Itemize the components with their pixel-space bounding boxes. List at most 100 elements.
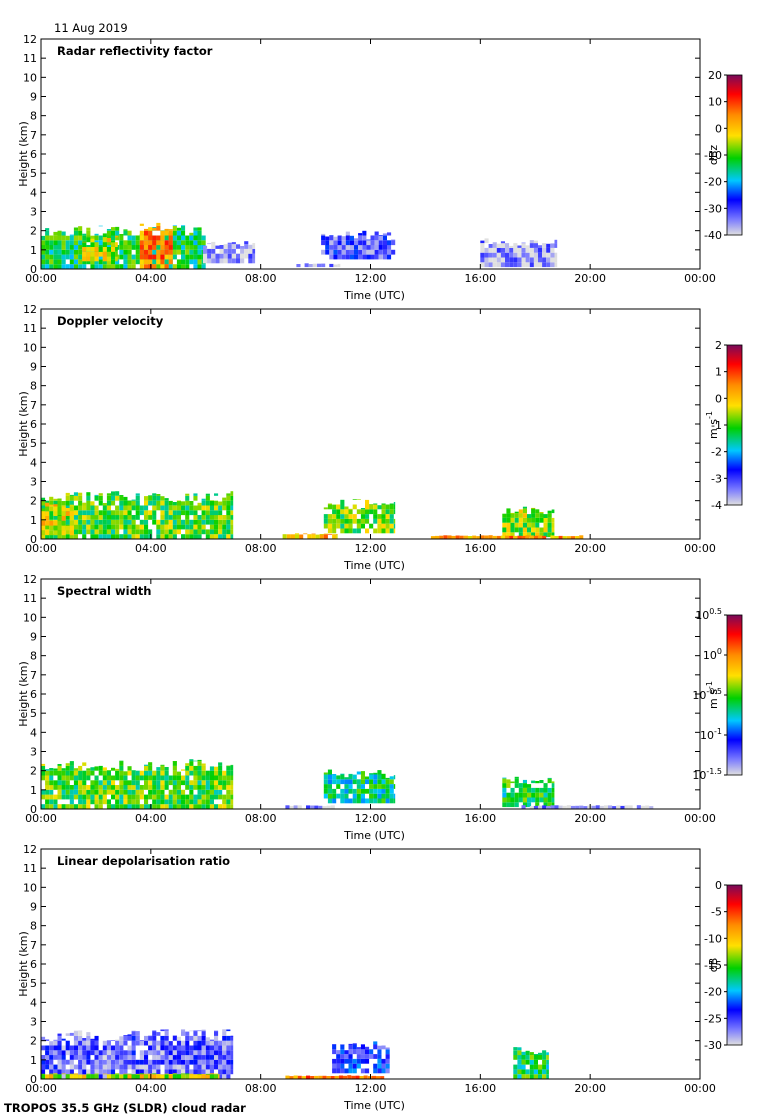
colorbar-tick-label: -10: [704, 149, 722, 162]
data-cell: [332, 528, 337, 534]
data-cell: [115, 789, 120, 795]
x-tick-label: 00:00: [684, 1082, 716, 1095]
data-cell: [209, 794, 214, 800]
data-cell: [214, 1035, 219, 1041]
data-cell: [164, 505, 169, 511]
data-cell: [185, 785, 190, 790]
data-cell: [514, 776, 519, 779]
data-cell: [144, 1050, 149, 1056]
data-cell: [65, 254, 70, 260]
data-cell: [509, 535, 514, 539]
data-cell: [513, 535, 518, 539]
data-cell: [86, 1045, 91, 1051]
data-cell: [69, 1045, 74, 1051]
data-cell: [535, 517, 540, 523]
y-tick-label: 11: [23, 862, 37, 875]
data-cell: [98, 254, 103, 260]
data-cell: [209, 1040, 214, 1046]
data-cell: [365, 514, 370, 519]
data-cell: [102, 1064, 107, 1070]
data-cell: [41, 763, 46, 766]
data-cell: [550, 252, 555, 258]
data-cell: [148, 510, 153, 516]
data-cell: [505, 257, 510, 263]
data-cell: [366, 245, 371, 250]
data-cell: [69, 240, 74, 246]
data-cell: [90, 264, 95, 269]
data-cell: [214, 493, 219, 496]
data-cell: [323, 523, 328, 529]
data-cell: [513, 252, 518, 258]
data-cell: [285, 805, 290, 809]
data-cell: [332, 1058, 337, 1064]
data-cell: [115, 505, 120, 511]
data-cell: [82, 256, 87, 262]
data-cell: [374, 249, 379, 255]
data-cell: [311, 533, 316, 535]
data-cell: [226, 510, 231, 516]
data-cell: [543, 797, 548, 803]
data-cell: [78, 505, 83, 511]
data-cell: [90, 1069, 95, 1075]
data-region: [480, 238, 558, 268]
data-cell: [94, 1035, 99, 1041]
y-tick-label: 11: [23, 52, 37, 65]
data-cell: [45, 789, 50, 795]
data-cell: [90, 247, 95, 252]
y-tick-label: 5: [30, 977, 37, 990]
data-cell: [193, 785, 198, 790]
data-cell: [148, 1045, 153, 1051]
data-cell: [205, 1074, 210, 1079]
data-cell: [131, 259, 136, 265]
data-cell: [172, 794, 177, 800]
data-cell: [575, 536, 580, 539]
data-cell: [144, 1073, 149, 1075]
data-cell: [531, 527, 536, 533]
data-cell: [181, 254, 186, 260]
data-cell: [61, 1069, 66, 1075]
data-cell: [332, 1068, 337, 1074]
data-cell: [45, 1055, 50, 1060]
data-cell: [391, 240, 396, 246]
data-cell: [127, 1045, 132, 1051]
data-cell: [367, 1076, 372, 1079]
data-cell: [306, 1075, 311, 1079]
data-cell: [205, 1050, 210, 1056]
data-cell: [90, 799, 95, 805]
data-cell: [156, 789, 161, 795]
data-cell: [205, 1059, 210, 1065]
data-cell: [332, 518, 337, 524]
data-cell: [69, 494, 74, 496]
data-cell: [566, 805, 571, 809]
data-cell: [41, 235, 46, 241]
data-cell: [352, 528, 357, 534]
data-cell: [57, 254, 62, 260]
data-cell: [543, 787, 548, 793]
data-cell: [139, 230, 144, 236]
data-cell: [554, 262, 558, 268]
data-cell: [49, 1050, 54, 1056]
data-cell: [45, 254, 50, 260]
data-cell: [53, 254, 58, 260]
data-cell: [385, 798, 390, 804]
data-cell: [365, 776, 370, 780]
data-cell: [543, 517, 548, 523]
data-cell: [332, 504, 337, 510]
data-cell: [86, 1055, 91, 1060]
data-cell: [90, 251, 95, 257]
data-cell: [127, 1073, 132, 1075]
data-cell: [98, 794, 103, 800]
data-cell: [139, 235, 144, 241]
data-cell: [373, 518, 378, 524]
data-cell: [513, 1047, 518, 1051]
data-cell: [144, 1055, 149, 1060]
data-cell: [61, 789, 66, 795]
data-cell: [86, 492, 91, 496]
data-cell: [193, 245, 198, 250]
data-cell: [360, 1068, 365, 1074]
x-tick-label: 04:00: [135, 272, 167, 285]
data-cell: [325, 249, 330, 255]
data-cell: [135, 534, 140, 539]
data-cell: [387, 232, 392, 236]
data-cell: [61, 534, 66, 539]
